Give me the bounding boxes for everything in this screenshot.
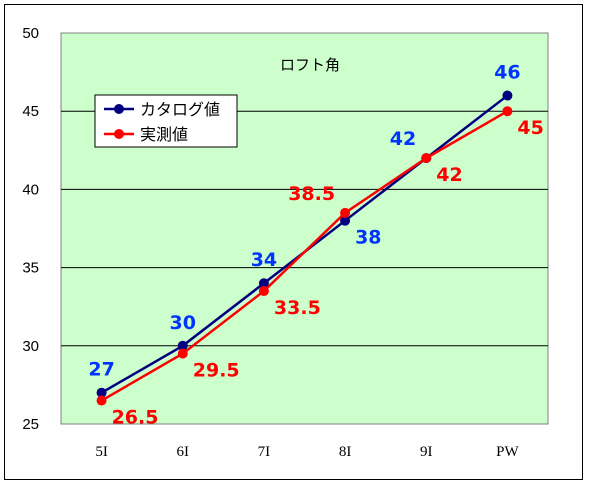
- data-point: [177, 340, 188, 351]
- y-tick-label: 45: [22, 103, 39, 120]
- x-axis-ticks: 5I 6I 7I 8I 9I PW: [95, 444, 519, 460]
- data-label: 38: [355, 227, 381, 249]
- data-label: 46: [494, 62, 520, 84]
- data-point: [340, 207, 351, 218]
- y-tick-label: 35: [22, 260, 39, 277]
- gridlines: [61, 110, 548, 347]
- data-point: [502, 106, 513, 117]
- data-label: 27: [88, 359, 114, 381]
- series-line: [100, 110, 509, 402]
- legend-marker: [114, 104, 124, 114]
- data-point: [258, 286, 269, 297]
- data-point: [258, 278, 269, 289]
- data-label: 33.5: [274, 297, 321, 319]
- data-label: 29.5: [193, 360, 240, 382]
- series-lines: [96, 90, 513, 406]
- x-tick-label: 5I: [95, 444, 108, 460]
- plot-area: [60, 32, 549, 425]
- data-label: 30: [170, 312, 196, 334]
- x-tick-label: 9I: [420, 444, 433, 460]
- y-tick-label: 30: [22, 338, 39, 355]
- x-tick-label: PW: [496, 444, 519, 460]
- data-point: [421, 153, 432, 164]
- y-tick-label: 25: [22, 416, 39, 433]
- data-point: [340, 215, 351, 226]
- x-tick-label: 7I: [258, 444, 271, 460]
- y-axis-ticks: 25 30 35 40 45 50: [22, 25, 39, 433]
- legend-label: 実測値: [140, 125, 188, 144]
- data-label: 34: [251, 249, 277, 271]
- data-label: 45: [517, 117, 543, 139]
- data-labels: 27 30 34 38 42 46 26.5 29.5 33.5 38.5 42 45: [88, 62, 544, 429]
- data-label: 38.5: [288, 183, 335, 205]
- data-label: 26.5: [112, 407, 159, 429]
- data-label: 42: [436, 164, 462, 186]
- chart-title: ロフト角: [280, 56, 340, 74]
- data-point: [96, 395, 107, 406]
- y-tick-label: 50: [22, 25, 39, 42]
- data-point: [177, 348, 188, 359]
- data-point: [502, 90, 513, 101]
- legend-label: カタログ値: [140, 100, 220, 119]
- data-label: 42: [390, 128, 416, 150]
- legend-marker: [114, 129, 124, 139]
- data-point: [96, 387, 107, 398]
- x-tick-label: 6I: [177, 444, 190, 460]
- y-tick-label: 40: [22, 181, 39, 198]
- x-tick-label: 8I: [339, 444, 352, 460]
